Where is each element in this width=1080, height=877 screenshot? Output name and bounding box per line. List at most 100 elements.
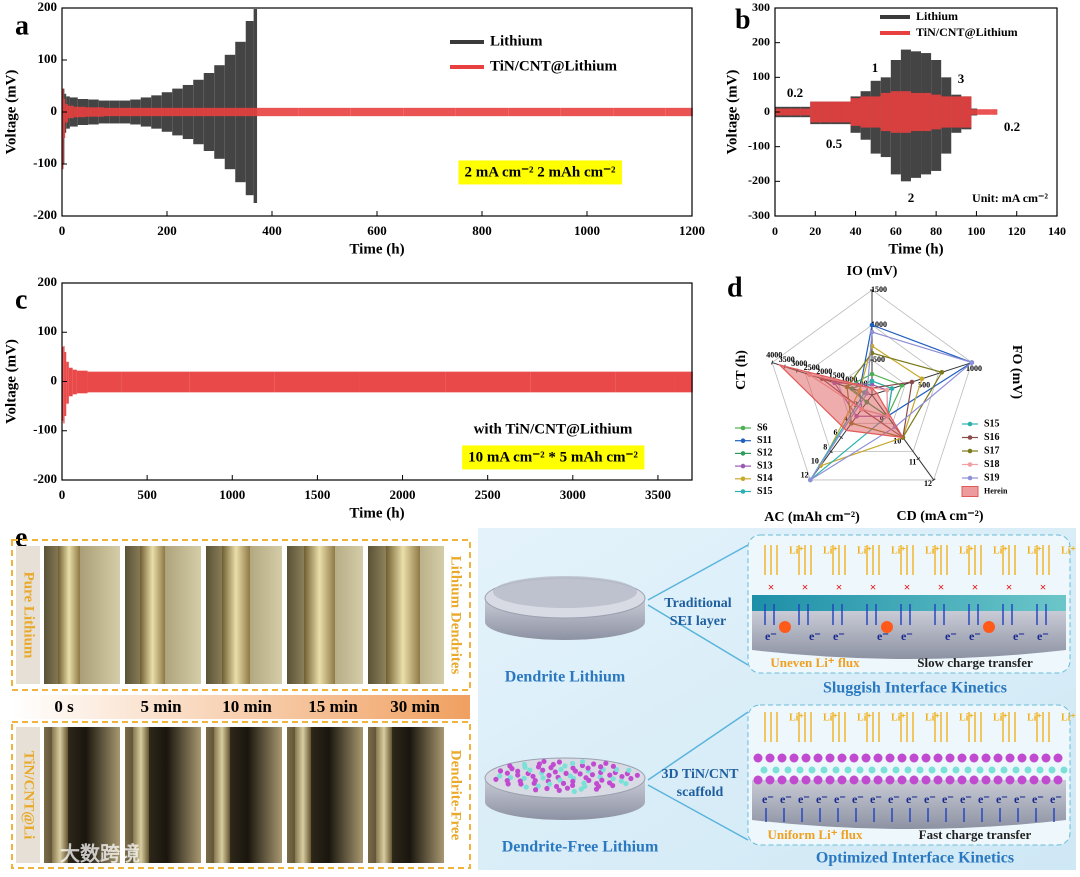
ion-arrow [934,545,948,575]
annotation: 2 mA cm⁻² 2 mAh cm⁻² [464,164,616,180]
scaffold-dot [570,778,576,785]
electron: e⁻ [1050,792,1062,806]
voltage-band [87,371,122,393]
scaffold-dot [598,764,604,770]
scaffold-dot [507,774,514,781]
legend-label: S18 [984,459,1000,470]
x-tick-label: 40 [850,224,862,238]
scaffold-dot [634,772,640,778]
panel-label: d [727,272,743,303]
scaffold-ball [957,775,967,785]
axis-tick-label: 1000 [871,320,887,329]
transfer-label: Fast charge transfer [919,827,1032,842]
up-arrow [832,604,843,625]
radar-marker [939,369,945,375]
radar-marker [869,329,875,335]
voltage-band [674,371,693,393]
scaffold-dot [493,776,499,782]
scaffold-ball [981,753,991,763]
up-arrow [934,604,945,625]
li-ion: Li⁺ [1027,712,1042,723]
frame [11,539,471,691]
annotation-box [458,160,623,185]
scaffold-ball [885,775,895,785]
voltage-band [951,96,962,128]
scaffold-ball [873,775,883,785]
annotation: Unit: mA cm⁻² [972,191,1048,205]
scaffold-ball [808,766,816,774]
flux-label: Uneven Li⁺ flux [770,655,860,670]
electron: e⁻ [1014,792,1026,806]
voltage-band [850,98,861,126]
scaffold-ball [825,753,835,763]
y-axis-label: Voltage (mV) [3,70,19,155]
x-tick-label: 80 [930,224,942,238]
electron: e⁻ [765,629,777,643]
scaffold-ball [861,775,871,785]
legend-label: S11 [757,435,772,446]
lithium-strip [58,546,80,684]
scaffold-dot [521,761,528,768]
y-tick-label: 100 [38,51,58,66]
x-tick-label: 0 [59,487,66,502]
li-ion: Li⁺ [789,545,804,556]
voltage-band [403,107,456,117]
hotspot [983,621,995,633]
panel-f: Li⁺ × e⁻ Li⁺ × e⁻ Li⁺ × e⁻ Li⁺ × e⁻ Li⁺ × e⁻ Li⁺ × e⁻ Li⁺ ×… [478,528,1076,870]
scaffold-dot [593,786,600,792]
lithium-strip [222,546,250,684]
scaffold-dot [603,760,609,766]
scaffold-ball [873,753,883,763]
electron: e⁻ [960,792,972,806]
scaffold-dot [558,766,564,773]
scaffold-ball [1017,753,1027,763]
scaffold-dot [540,775,546,781]
scaffold-dot [570,765,576,771]
scaffold-ball [988,766,996,774]
legend-marker [740,438,746,444]
kinetics-title: Sluggish Interface Kinetics [823,680,1007,697]
scaffold-dot [518,781,524,787]
scaffold-ball [892,766,900,774]
li-ion: Li⁺ [891,545,906,556]
hotspot [779,621,791,633]
x-tick-label: 600 [367,223,387,238]
scaffold-dot [541,758,547,765]
li-ion: Li⁺ [993,545,1008,556]
blocked: × [870,580,877,594]
li-ion: Li⁺ [1061,712,1076,723]
voltage-band [840,101,851,123]
y-tick-label: 200 [38,274,58,289]
scaffold-label: scaffold [677,785,724,800]
scaffold-ball [760,766,768,774]
lithium-strip [140,546,165,684]
photos [44,546,444,863]
up-arrow [900,604,911,625]
grid-ring [804,324,940,453]
legend-label: Lithium [490,33,543,49]
axis-tick-label: 4000 [766,351,782,360]
radar-line [819,345,923,467]
panel-label: e [15,522,27,553]
x-axis-label: Time (h) [349,241,404,257]
voltage-band [665,107,693,117]
voltage-band [455,107,509,117]
axis-tick-label: 6 [833,428,837,437]
x-tick-label: 2000 [390,487,416,502]
legend-label: Lithium [916,9,958,23]
ion-arrow [798,545,812,575]
electron: e⁻ [780,792,792,806]
scaffold-ball [856,766,864,774]
scaffold-dot [533,787,539,793]
scaffold-dot [544,785,550,792]
electron: e⁻ [798,792,810,806]
grid-ring [771,289,973,481]
legend-marker [740,425,746,431]
blocked: × [1040,580,1047,594]
scaffold-dot [579,759,586,765]
scaffold-ball [765,775,775,785]
scaffold-ball [909,753,919,763]
scaffold-ball [880,766,888,774]
ion-arrow [764,712,778,742]
label-bg [16,546,40,684]
